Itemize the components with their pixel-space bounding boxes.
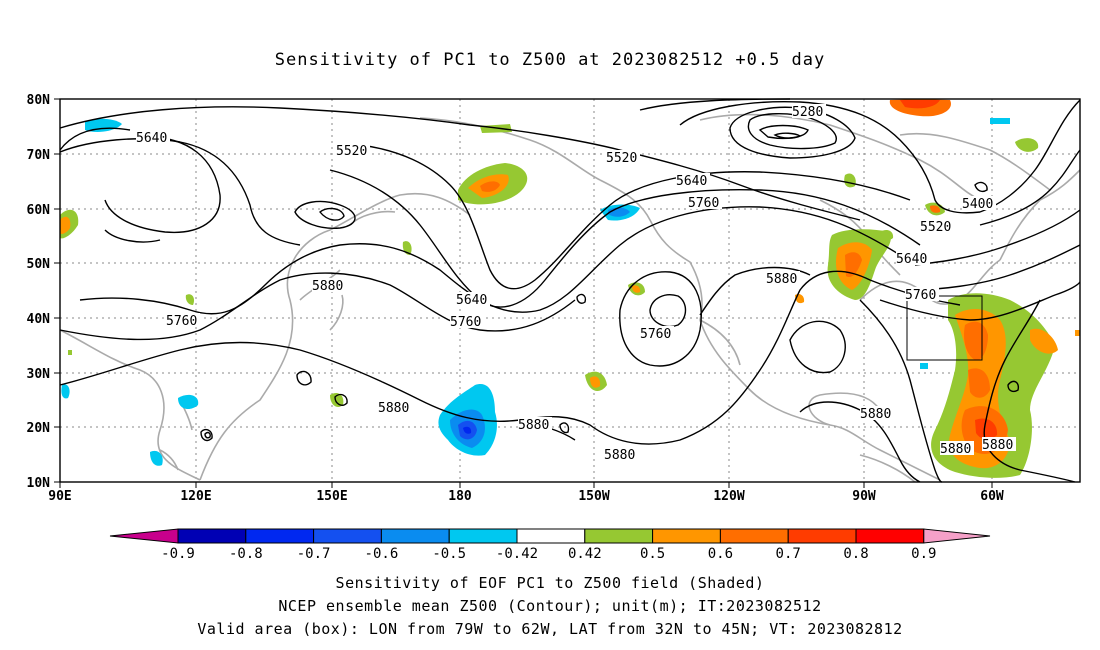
caption-valid-area: Valid area (box): LON from 79W to 62W, L… [197, 620, 903, 638]
lon-label: 60W [980, 489, 1004, 504]
lon-label: 150W [578, 489, 609, 504]
colorbar-label: 0.6 [708, 546, 733, 562]
lat-label: 20N [27, 421, 51, 436]
colorbar-cell [584, 528, 654, 544]
contour-label: 5880 [604, 448, 635, 463]
contour-label: 5760 [688, 196, 719, 211]
contour-label: 5880 [518, 418, 549, 433]
contour-label: 5640 [136, 131, 167, 146]
lon-label: 120W [713, 489, 744, 504]
valid-area-box [906, 295, 983, 361]
colorbar-cell [719, 528, 789, 544]
contour-label: 5760 [450, 315, 481, 330]
z500-contours [59, 98, 1081, 483]
contour-label: 5880 [312, 279, 343, 294]
colorbar-label: -0.7 [297, 546, 331, 562]
colorbar-cell [313, 528, 382, 544]
contour-label: 5520 [336, 144, 367, 159]
colorbar-cell [177, 528, 247, 544]
contour-label: 5520 [920, 220, 951, 235]
colorbar-cell [109, 528, 179, 544]
contour-label: 5880 [860, 407, 891, 422]
latitude-labels: 80N 70N 60N 50N 40N 30N 20N 10N [27, 93, 51, 491]
colorbar [109, 528, 991, 544]
sensitivity-shading [60, 99, 1080, 478]
lat-label: 60N [27, 203, 51, 218]
contour-label: 5880 [378, 401, 409, 416]
contour-label: 5400 [962, 197, 993, 212]
colorbar-label: 0.5 [640, 546, 665, 562]
lon-label: 90E [48, 489, 71, 504]
colorbar-cell [923, 528, 991, 544]
contour-label: 5760 [166, 314, 197, 329]
colorbar-cell [380, 528, 450, 544]
colorbar-cell [652, 528, 721, 544]
colorbar-label: 0.42 [568, 546, 602, 562]
colorbar-label: -0.5 [432, 546, 466, 562]
contour-label: 5520 [606, 151, 637, 166]
contour-label: 5640 [896, 252, 927, 267]
lat-label: 80N [27, 93, 51, 108]
lat-label: 70N [27, 148, 51, 163]
contour-label: 5880 [766, 272, 797, 287]
lat-label: 50N [27, 257, 51, 272]
colorbar-labels: -0.9 -0.8 -0.7 -0.6 -0.5 -0.42 0.42 0.5 … [161, 546, 936, 562]
lon-label: 180 [448, 489, 472, 504]
colorbar-label: 0.9 [911, 546, 936, 562]
contour-label: 5760 [905, 288, 936, 303]
lon-label: 90W [852, 489, 876, 504]
contour-label: 5880 [940, 442, 971, 457]
colorbar-label: -0.6 [365, 546, 399, 562]
colorbar-cell [787, 528, 857, 544]
longitude-labels: 90E 120E 150E 180 150W 120W 90W 60W [48, 489, 1004, 504]
colorbar-label: -0.42 [496, 546, 538, 562]
map-frame [59, 98, 1081, 483]
lat-label: 10N [27, 476, 51, 491]
contour-label: 5280 [792, 105, 823, 120]
contour-label: 5640 [456, 293, 487, 308]
lat-label: 30N [27, 367, 51, 382]
lon-label: 150E [316, 489, 347, 504]
caption-shading: Sensitivity of EOF PC1 to Z500 field (Sh… [335, 574, 765, 592]
colorbar-label: 0.7 [776, 546, 801, 562]
contour-label: 5760 [640, 327, 671, 342]
caption-contour: NCEP ensemble mean Z500 (Contour); unit(… [278, 597, 822, 615]
contour-labels: 5280 5640 5520 5520 5640 5760 5400 5520 … [136, 104, 1016, 463]
contour-label: 5640 [676, 174, 707, 189]
lat-label: 40N [27, 312, 51, 327]
colorbar-label: -0.9 [161, 546, 195, 562]
colorbar-cell [855, 528, 925, 544]
map-title: Sensitivity of PC1 to Z500 at 2023082512… [274, 50, 826, 70]
axis-ticks [54, 98, 993, 488]
colorbar-label: 0.8 [843, 546, 868, 562]
lon-label: 120E [180, 489, 211, 504]
colorbar-label: -0.8 [229, 546, 263, 562]
colorbar-cell [448, 528, 518, 544]
colorbar-cell [245, 528, 315, 544]
contour-label: 5880 [982, 438, 1013, 453]
grid-lines [60, 99, 1080, 482]
colorbar-cell [516, 528, 586, 544]
